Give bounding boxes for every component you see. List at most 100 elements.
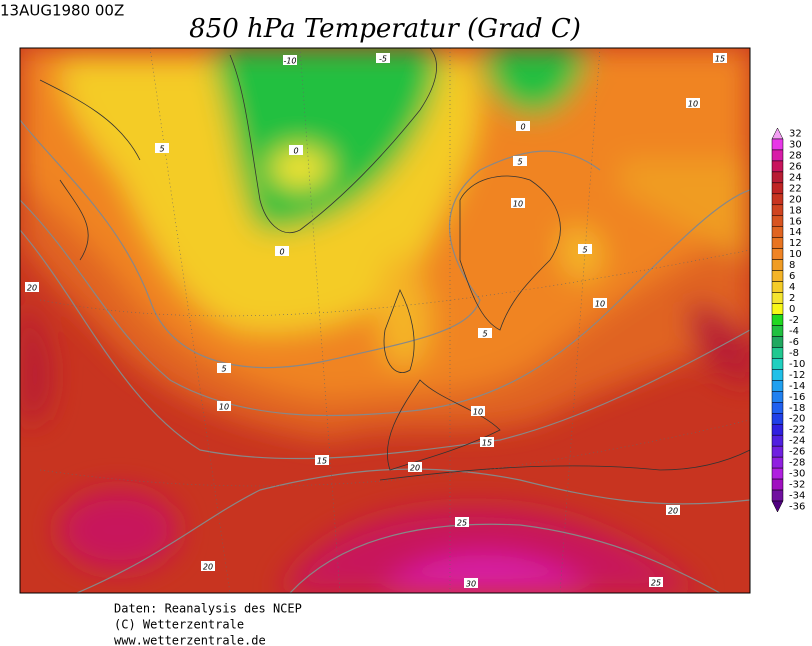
colorbar-cell <box>771 467 784 480</box>
footer: Daten: Reanalysis des NCEP (C) Wetterzent… <box>114 602 302 646</box>
contour-labels: -10 -5 0 0 0 5 5 5 5 5 10 10 10 10 10 15 15 15 20 20 20 20 25 2… <box>25 53 727 589</box>
colorbar-cell <box>771 402 784 414</box>
contour-label-box <box>578 244 592 254</box>
colorbar-label: 30 <box>789 139 802 150</box>
title: 850 hPa Temperatur (Grad C) <box>189 14 581 44</box>
colorbar-cell <box>771 193 784 206</box>
footer-line: (C) Wetterzentrale <box>114 618 244 632</box>
contour-label-box <box>666 505 680 515</box>
contour-label: 0 <box>293 147 298 156</box>
contour-label-box <box>511 198 525 208</box>
colorbar-cell <box>771 182 784 195</box>
colorbar-label: -30 <box>789 469 805 480</box>
contour-label: 10 <box>688 100 698 109</box>
colorbar-label: 8 <box>789 260 795 271</box>
footer-line: Daten: Reanalysis des NCEP <box>114 602 302 616</box>
colorbar-cell <box>771 270 784 282</box>
colorbar-cell <box>771 314 784 326</box>
contour-label-box <box>217 363 231 373</box>
contour-label: 5 <box>159 145 164 154</box>
colorbar-label: 28 <box>789 150 802 161</box>
colorbar-label: -14 <box>789 381 805 392</box>
colorbar: 32302826242220181614121086420-2-4-6-8-10… <box>771 127 805 513</box>
contour-label-box <box>516 121 530 131</box>
colorbar-label: -2 <box>789 315 799 326</box>
timestamp: 13AUG1980 00Z <box>0 2 124 20</box>
colorbar-label: 16 <box>789 216 802 227</box>
contour-label-box <box>464 578 478 588</box>
contour-label-box <box>408 462 422 472</box>
isotherms <box>20 119 750 593</box>
colorbar-label: -20 <box>789 414 805 425</box>
colorbar-label: 2 <box>789 293 795 304</box>
contour-label: 10 <box>219 403 229 412</box>
contour-label-box <box>478 328 492 338</box>
colorbar-cell <box>771 445 784 458</box>
contour-label: 20 <box>27 284 37 293</box>
temperature-field <box>20 48 750 593</box>
contour-label-box <box>25 282 39 292</box>
contour-label-box <box>155 143 169 153</box>
contour-label: -10 <box>283 57 296 66</box>
contour-label: 5 <box>482 330 487 339</box>
colorbar-label: 18 <box>789 205 802 216</box>
contour-label-box <box>201 561 215 571</box>
contour-label-box <box>471 406 485 416</box>
colorbar-cell <box>771 204 784 217</box>
contour-label: 20 <box>203 563 213 572</box>
map-frame <box>19 47 751 594</box>
colorbar-cell <box>771 149 784 162</box>
contour-label-box <box>513 156 527 166</box>
colorbar-label: 20 <box>789 194 802 205</box>
contour-label: 15 <box>317 457 327 466</box>
colorbar-label: -36 <box>789 502 805 513</box>
contour-label: -5 <box>379 55 387 64</box>
colorbar-cell <box>771 413 784 425</box>
colorbar-cell <box>771 500 784 513</box>
graticule <box>39 48 750 593</box>
contour-label-box <box>480 437 494 447</box>
colorbar-label: -24 <box>789 436 805 447</box>
contour-label: 25 <box>651 579 661 588</box>
colorbar-cell <box>771 281 784 293</box>
contour-label: 20 <box>410 464 420 473</box>
contour-label-box <box>315 455 329 465</box>
contour-label: 10 <box>513 200 523 209</box>
colorbar-cell <box>771 347 784 359</box>
contour-label-box <box>686 98 700 108</box>
contour-label: 15 <box>715 55 725 64</box>
colorbar-label: -28 <box>789 458 805 469</box>
contour-label: 30 <box>466 580 476 589</box>
colorbar-cell <box>771 336 784 348</box>
colorbar-label: 6 <box>789 271 795 282</box>
contour-label: 5 <box>221 365 226 374</box>
colorbar-cell <box>771 423 784 436</box>
contour-label-box <box>649 577 663 587</box>
colorbar-label: 32 <box>789 128 802 139</box>
colorbar-cell <box>771 325 784 337</box>
colorbar-cell <box>771 138 784 151</box>
footer-line: www.wetterzentrale.de <box>114 634 266 646</box>
colorbar-cell <box>771 434 784 447</box>
colorbar-label: 4 <box>789 282 795 293</box>
colorbar-label: -10 <box>789 359 805 370</box>
colorbar-cell <box>771 127 784 140</box>
colorbar-label: 0 <box>789 304 795 315</box>
colorbar-cell <box>771 369 784 381</box>
colorbar-cell <box>771 391 784 403</box>
contour-label: 5 <box>582 246 587 255</box>
colorbar-label: 12 <box>789 238 802 249</box>
colorbar-cell <box>771 292 784 304</box>
colorbar-cell <box>771 358 784 370</box>
colorbar-label: -4 <box>789 326 799 337</box>
contour-label: 10 <box>473 408 483 417</box>
colorbar-label: -8 <box>789 348 799 359</box>
colorbar-label: 26 <box>789 161 802 172</box>
contour-label: 0 <box>279 248 284 257</box>
contour-label-box <box>289 145 303 155</box>
contour-label-box <box>283 55 297 65</box>
colorbar-label: 14 <box>789 227 802 238</box>
colorbar-label: -16 <box>789 392 805 403</box>
